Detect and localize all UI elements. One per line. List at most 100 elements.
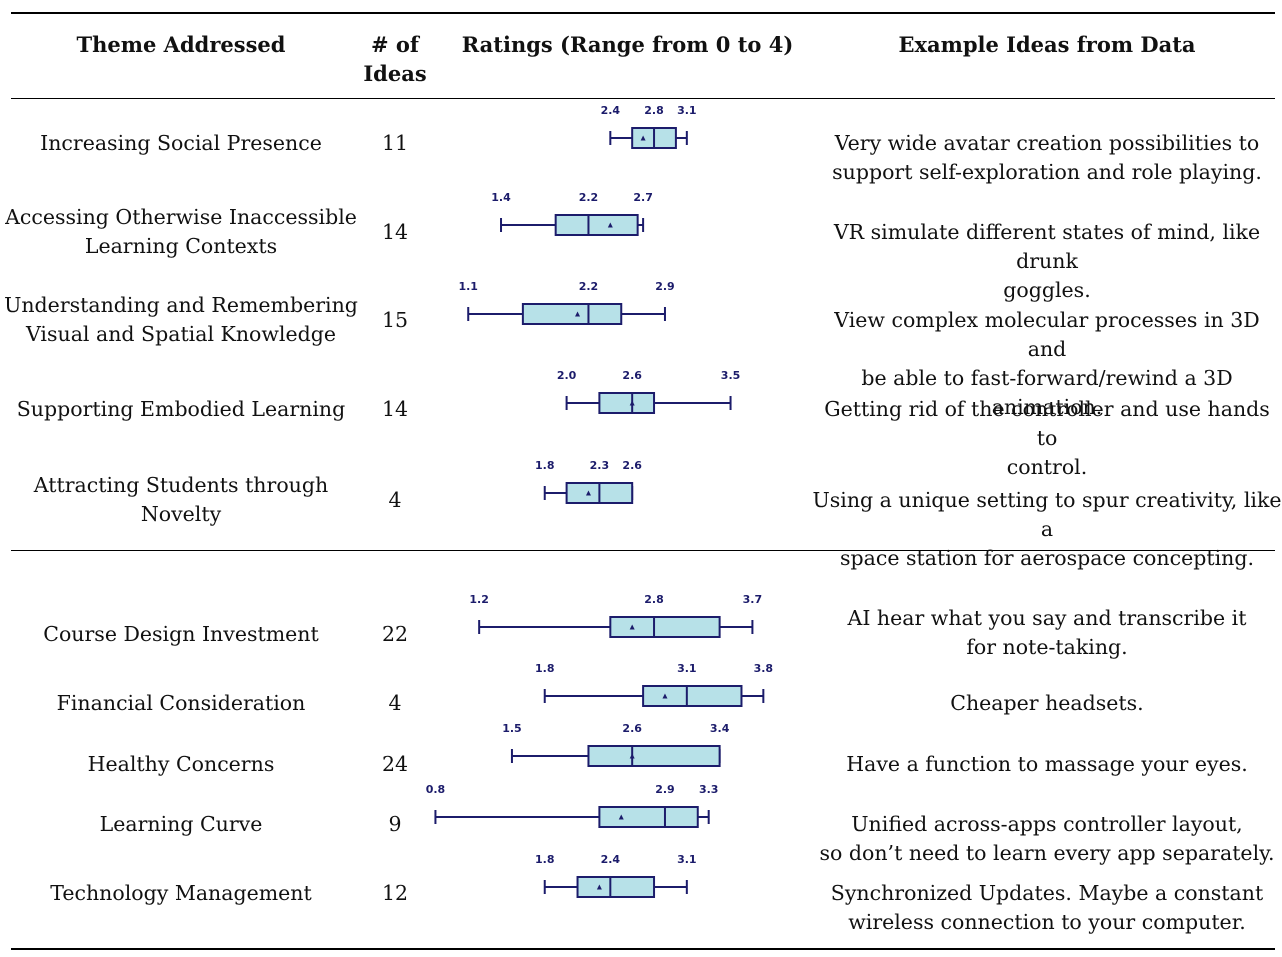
box [598,806,699,828]
example-line: Synchronized Updates. Maybe a constant [830,881,1264,905]
example-cell: Using a unique setting to spur creativit… [812,486,1282,573]
ideas-count: 4 [388,488,402,512]
theme-line: Financial Consideration [56,690,306,715]
box [521,303,623,325]
box [576,876,656,898]
header-ratings: Ratings (Range from 0 to 4) [461,32,794,57]
example-cell: View complex molecular processes in 3D a… [812,306,1282,422]
example-line: Have a function to massage your eyes. [846,751,1248,776]
theme-line: Novelty [140,502,222,526]
mean-marker [618,814,624,820]
value-label: 1.8 [535,853,555,866]
example-line: be able to fast-forward/rewind a 3D anim… [861,366,1233,419]
value-label: 3.1 [677,104,697,117]
example-cell: VR simulate different states of mind, li… [812,218,1282,305]
theme-line: Attracting Students through [33,473,329,497]
value-label: 2.4 [601,853,621,866]
box [554,214,639,236]
example-cell: Getting rid of the controller and use ha… [812,395,1282,482]
theme-cell: Financial Consideration [0,689,362,718]
value-label: 2.9 [655,783,675,796]
value-label: 3.8 [754,662,774,675]
theme-line: Learning Curve [99,811,263,836]
header-examples: Example Ideas from Data [898,32,1196,57]
example-line: so don’t need to learn every app separat… [819,841,1275,865]
mean-marker [575,311,581,317]
value-label: 2.6 [622,722,642,735]
value-label: 2.8 [644,593,664,606]
value-label: 1.5 [502,722,522,735]
ideas-count: 15 [381,308,409,332]
box [587,745,721,767]
theme-line: Technology Management [50,880,312,905]
value-label: 1.8 [535,459,555,472]
value-label: 2.6 [622,459,642,472]
value-label: 1.8 [535,662,555,675]
theme-line: Visual and Spatial Knowledge [25,322,337,346]
value-label: 2.2 [579,280,599,293]
ideas-count: 9 [388,812,402,836]
value-label: 1.1 [458,280,478,293]
top-rule [11,12,1275,14]
theme-cell: Technology Management [0,879,362,908]
theme-cell: Course Design Investment [0,620,362,649]
value-label: 1.2 [469,593,489,606]
mean-marker [629,624,635,630]
example-line: goggles. [1003,278,1091,302]
example-line: wireless connection to your computer. [848,910,1246,934]
header-theme: Theme Addressed [76,32,286,57]
box [598,392,656,414]
theme-line: Accessing Otherwise Inaccessible [5,205,357,229]
example-cell: Synchronized Updates. Maybe a constant wi… [812,879,1282,937]
theme-cell: Supporting Embodied Learning [0,395,362,424]
value-label: 0.8 [426,783,446,796]
bottom-rule [11,948,1275,950]
header-ideas-line1: # of [371,32,419,57]
mean-marker [629,753,635,759]
example-line: Very wide avatar creation possibilities … [834,131,1260,155]
box [642,685,743,707]
ideas-count: 4 [388,691,402,715]
mean-marker [596,884,602,890]
example-cell: Have a function to massage your eyes. [812,750,1282,779]
example-cell: AI hear what you say and transcribe it fo… [812,604,1282,662]
mean-marker [640,135,646,141]
example-line: AI hear what you say and transcribe it [847,606,1247,630]
box [609,616,721,638]
ideas-count: 14 [381,397,409,421]
theme-cell: Learning Curve [0,810,362,839]
ideas-count: 22 [381,622,409,646]
value-label: 2.0 [557,369,577,382]
value-label: 3.3 [699,783,719,796]
example-cell: Very wide avatar creation possibilities … [812,129,1282,187]
header-rule [11,98,1275,99]
theme-line: Increasing Social Presence [40,130,322,155]
value-label: 2.7 [633,191,653,204]
theme-line: Learning Contexts [84,234,278,258]
value-label: 2.8 [644,104,664,117]
value-label: 3.1 [677,853,697,866]
ideas-count: 14 [381,220,409,244]
value-label: 1.4 [491,191,511,204]
example-line: VR simulate different states of mind, li… [833,220,1261,273]
example-line: Getting rid of the controller and use ha… [824,397,1270,450]
mean-marker [662,693,668,699]
mean-marker [585,490,591,496]
example-line: space station for aerospace concepting. [840,546,1254,570]
group-rule [11,550,1275,551]
theme-cell: Healthy Concerns [0,750,362,779]
value-label: 2.2 [579,191,599,204]
value-label: 2.9 [655,280,675,293]
example-line: control. [1006,455,1088,479]
header-ideas: # of Ideas [362,30,428,88]
value-label: 3.1 [677,662,697,675]
theme-line: Understanding and Remembering [4,293,358,317]
example-cell: Unified across-apps controller layout, so… [812,810,1282,868]
theme-cell: Increasing Social Presence [0,129,362,158]
example-line: support self-exploration and role playin… [832,160,1262,184]
example-line: View complex molecular processes in 3D a… [834,308,1260,361]
value-label: 3.4 [710,722,730,735]
mean-marker [607,222,613,228]
example-cell: Cheaper headsets. [812,689,1282,718]
